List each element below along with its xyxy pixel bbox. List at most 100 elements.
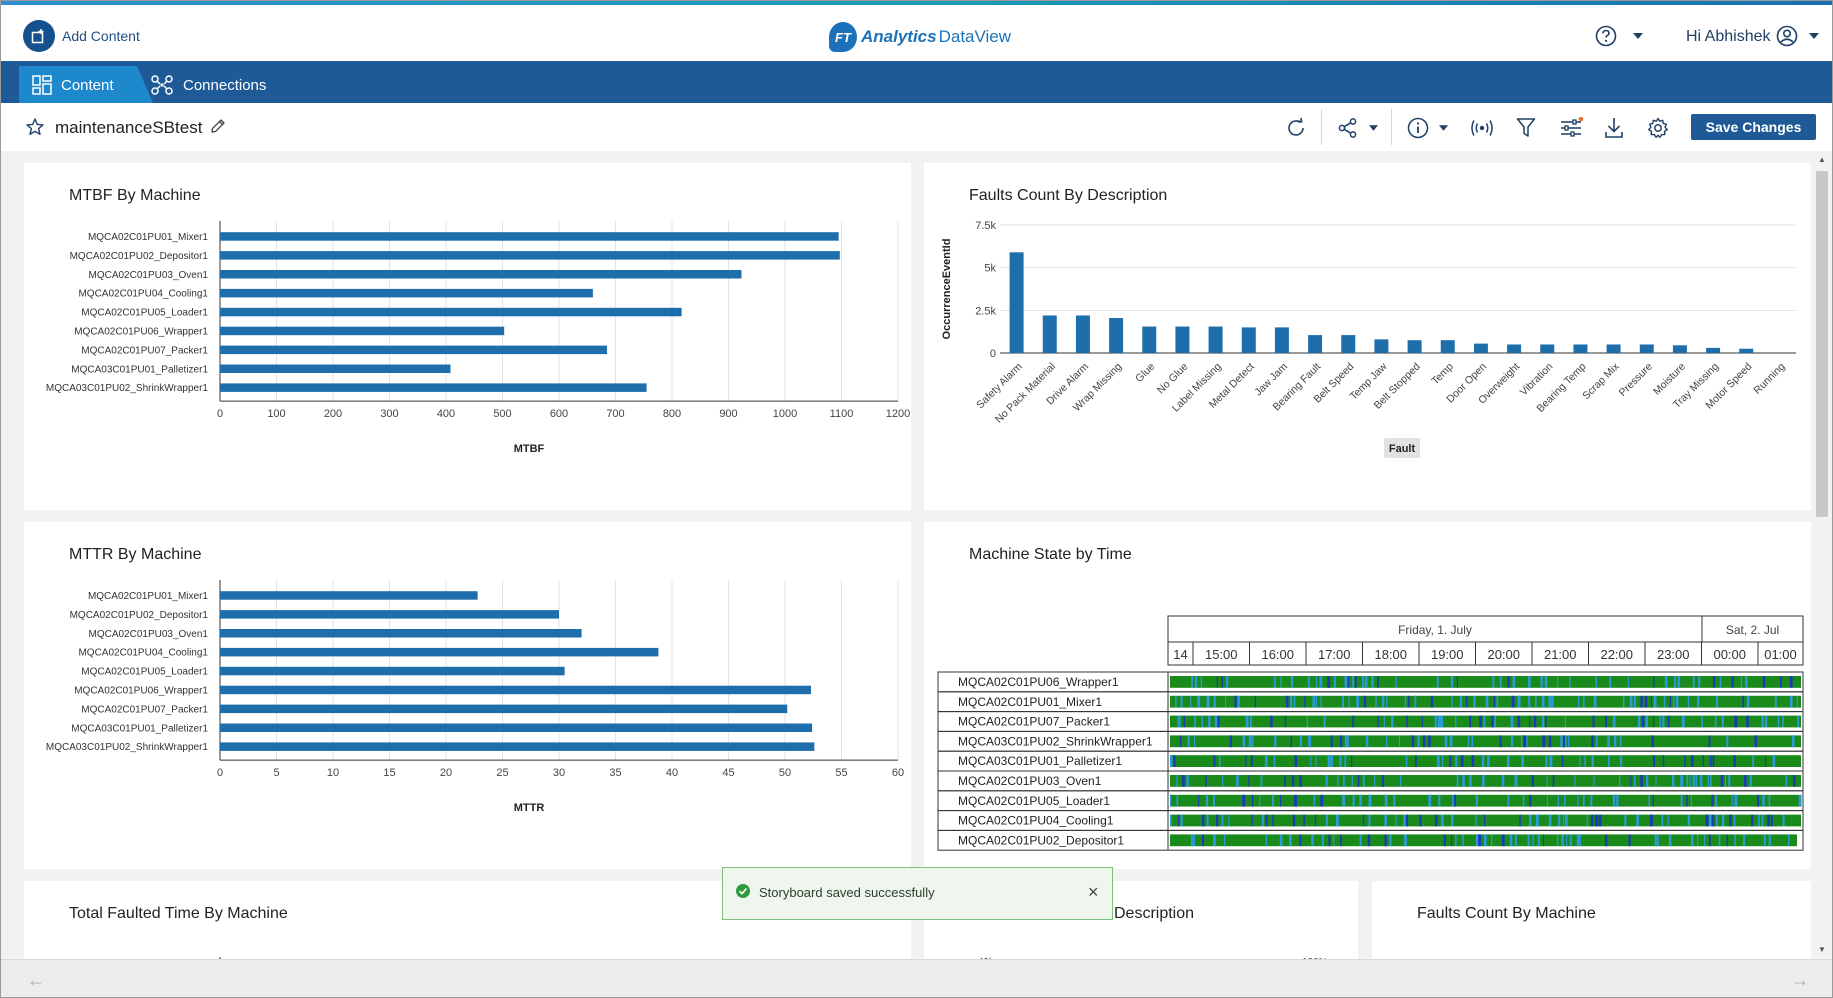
state-segment (1777, 715, 1780, 728)
state-segment (1325, 775, 1328, 787)
bar (220, 270, 742, 279)
share-icon[interactable] (1337, 117, 1359, 139)
add-content-button[interactable] (23, 20, 55, 52)
state-segment (1191, 676, 1193, 688)
panel-faults-by-machine[interactable]: Faults Count By Machine MQCA02C01P... (1372, 881, 1811, 959)
state-segment (1566, 834, 1568, 847)
settings-sliders-icon[interactable] (1560, 117, 1584, 139)
state-segment (1260, 775, 1263, 787)
previous-page-arrow-icon[interactable]: ← (27, 970, 45, 990)
state-segment (1653, 676, 1655, 688)
chevron-down-icon[interactable] (1809, 33, 1819, 39)
bar (1739, 348, 1754, 353)
download-icon[interactable] (1604, 117, 1624, 139)
state-segment (1236, 775, 1239, 787)
state-segment (1434, 715, 1437, 728)
state-segment (1684, 755, 1686, 767)
success-check-icon (736, 884, 750, 898)
state-segment (1527, 676, 1531, 688)
state-segment (1342, 794, 1346, 807)
panel-machine-state[interactable]: Machine State by Time Friday, 1. July Sat… (924, 522, 1811, 869)
user-greeting[interactable]: Hi Abhishek (1686, 28, 1771, 45)
state-segment (1348, 695, 1350, 708)
panel-mttr[interactable]: MTTR By Machine 0 5 10 15 20 25 30 35 40 45 50 55 60… (24, 522, 911, 869)
state-segment (1522, 794, 1525, 807)
scroll-up-arrow-icon[interactable]: ▲ (1818, 155, 1826, 164)
favorite-star-icon[interactable] (26, 118, 44, 136)
row-label: MQCA02C01PU03_Oven1 (958, 774, 1102, 788)
bar (220, 610, 559, 619)
state-segment (1229, 735, 1232, 748)
state-segment (1728, 814, 1732, 827)
state-segment (1248, 775, 1250, 787)
state-segment (1662, 755, 1665, 767)
filter-icon[interactable] (1516, 117, 1536, 139)
y-tick-label: 2.5k (975, 305, 996, 317)
state-segment (1343, 775, 1345, 787)
chevron-down-icon[interactable] (1633, 33, 1643, 39)
x-tick-label: 300 (380, 408, 398, 420)
state-segment (1761, 814, 1764, 827)
state-segment (1190, 834, 1194, 847)
state-segment (1708, 814, 1712, 827)
tab-connections[interactable]: Connections (151, 66, 291, 103)
tab-content[interactable]: Content (19, 66, 153, 103)
bar (220, 742, 815, 751)
save-changes-button[interactable]: Save Changes (1691, 114, 1816, 140)
state-segment (1494, 715, 1496, 728)
state-segment (1333, 834, 1335, 847)
state-segment (1449, 735, 1453, 748)
state-segment (1646, 775, 1649, 787)
state-segment (1579, 755, 1581, 767)
chevron-down-icon[interactable] (1369, 125, 1378, 131)
state-segment (1450, 814, 1454, 827)
state-segment (1377, 676, 1379, 688)
bar (220, 345, 608, 355)
vertical-scrollbar[interactable]: ▲ ▼ (1814, 151, 1830, 959)
live-broadcast-icon[interactable] (1470, 117, 1494, 139)
state-segment (1371, 676, 1374, 688)
state-segment (1561, 834, 1564, 847)
state-segment (1712, 676, 1716, 688)
edit-pencil-icon[interactable] (210, 118, 226, 134)
state-segment (1437, 715, 1441, 728)
scrollbar-thumb[interactable] (1816, 171, 1828, 517)
panel-faults-by-description[interactable]: Faults Count By Description 0 2.5k 5k 7.5k O… (924, 163, 1811, 510)
state-segment (1308, 735, 1311, 748)
add-content-label[interactable]: Add Content (62, 28, 140, 44)
state-segment (1558, 814, 1561, 827)
help-icon[interactable] (1595, 25, 1617, 47)
state-segment (1202, 834, 1205, 847)
state-segment (1521, 755, 1524, 767)
state-segment (1237, 695, 1240, 708)
state-segment (1459, 695, 1463, 708)
state-segment (1368, 794, 1372, 807)
info-icon[interactable] (1407, 117, 1429, 139)
next-page-arrow-icon[interactable]: → (1791, 970, 1809, 990)
y-axis-title: OccurrenceEventId (941, 239, 953, 340)
state-segment (1284, 715, 1287, 728)
scroll-down-arrow-icon[interactable]: ▼ (1818, 945, 1826, 954)
state-segment (1292, 814, 1296, 827)
close-icon[interactable]: × (1088, 882, 1099, 902)
state-segment (1595, 814, 1598, 827)
bar (1042, 315, 1057, 353)
bar (1473, 343, 1488, 353)
panel-mtbf[interactable]: MTBF By Machine 0 100 200 300 400 500 600 700 80… (24, 163, 911, 510)
user-avatar-icon[interactable] (1776, 25, 1798, 47)
state-segment (1712, 814, 1715, 827)
state-segment (1340, 834, 1342, 847)
state-segment (1537, 834, 1540, 847)
chevron-down-icon[interactable] (1439, 125, 1448, 131)
time-header: 17:00 (1318, 647, 1351, 662)
gear-icon[interactable] (1647, 117, 1669, 139)
category-label: MQCA02C01PU04_Cooling1 (78, 648, 208, 659)
state-segment (1471, 755, 1475, 767)
state-segment (1261, 814, 1264, 827)
refresh-icon[interactable] (1285, 117, 1307, 139)
state-segment (1507, 794, 1510, 807)
state-segment (1342, 695, 1344, 708)
state-segment (1724, 775, 1727, 787)
state-segment (1541, 715, 1545, 728)
panel-title: MTBF By Machine (69, 187, 201, 204)
